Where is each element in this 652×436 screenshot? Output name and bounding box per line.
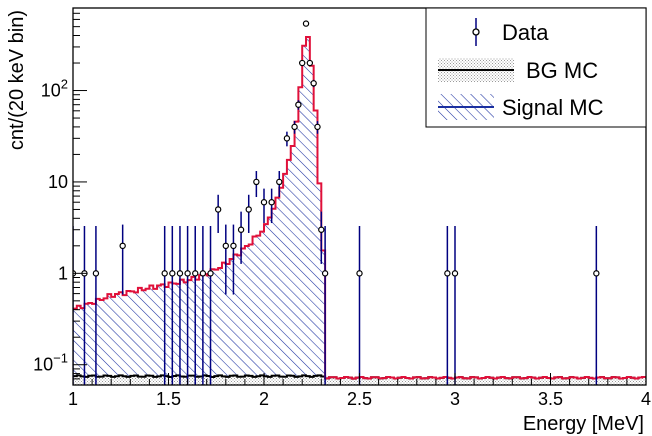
data-point bbox=[119, 242, 126, 250]
data-point bbox=[192, 270, 199, 277]
data-point bbox=[184, 270, 191, 277]
signal-mc-hatched-area bbox=[73, 36, 646, 385]
legend-entry-data: Data bbox=[472, 18, 549, 46]
data-point bbox=[214, 206, 222, 213]
data-point bbox=[302, 20, 310, 27]
data-point bbox=[295, 101, 302, 108]
x-tick-label: 1 bbox=[68, 389, 78, 409]
y-tick-label: 102 bbox=[41, 77, 68, 101]
y-axis-title: cnt/(20 keV bin) bbox=[6, 10, 28, 150]
legend-entry-bg-mc: BG MC bbox=[438, 58, 598, 83]
legend-label-data: Data bbox=[502, 20, 549, 45]
data-point bbox=[283, 135, 291, 142]
data-point bbox=[321, 270, 329, 277]
data-point bbox=[291, 123, 298, 131]
data-point bbox=[310, 80, 317, 87]
x-tick-label: 1.5 bbox=[156, 389, 181, 409]
x-tick-label: 3 bbox=[450, 389, 460, 409]
x-tick-label: 3.5 bbox=[538, 389, 563, 409]
data-point bbox=[245, 206, 252, 213]
data-point bbox=[161, 270, 168, 277]
data-point bbox=[260, 199, 268, 206]
data-point bbox=[268, 199, 275, 206]
x-tick-label: 2.5 bbox=[347, 389, 372, 409]
data-point bbox=[237, 226, 245, 233]
y-tick-label: 10 bbox=[48, 172, 68, 192]
data-point bbox=[314, 123, 321, 131]
data-point bbox=[222, 242, 229, 250]
data-point bbox=[253, 178, 260, 186]
legend-entry-signal-mc: Signal MC bbox=[438, 94, 604, 120]
x-axis-title: Energy [MeV] bbox=[523, 413, 644, 435]
data-point bbox=[176, 270, 184, 277]
y-tick-label: 1 bbox=[58, 263, 68, 283]
data-point bbox=[199, 270, 207, 277]
data-point bbox=[451, 270, 459, 277]
legend: Data BG MC Signal MC bbox=[425, 7, 647, 128]
data-point bbox=[92, 270, 100, 277]
data-point bbox=[299, 59, 306, 67]
x-tick-label: 4 bbox=[641, 389, 651, 409]
data-point bbox=[356, 270, 363, 277]
data-point bbox=[276, 178, 283, 186]
y-tick-label: 10−1 bbox=[33, 351, 68, 375]
data-point bbox=[306, 59, 314, 67]
legend-label-signal-mc: Signal MC bbox=[502, 95, 604, 120]
data-point bbox=[444, 270, 451, 277]
legend-label-bg-mc: BG MC bbox=[526, 58, 598, 83]
data-point bbox=[593, 270, 600, 277]
x-tick-label: 2 bbox=[259, 389, 269, 409]
plot-area bbox=[73, 20, 646, 385]
data-point bbox=[169, 270, 176, 277]
legend-data-marker bbox=[472, 28, 480, 36]
data-point bbox=[318, 226, 325, 233]
data-point bbox=[230, 242, 237, 250]
data-point bbox=[207, 270, 214, 277]
